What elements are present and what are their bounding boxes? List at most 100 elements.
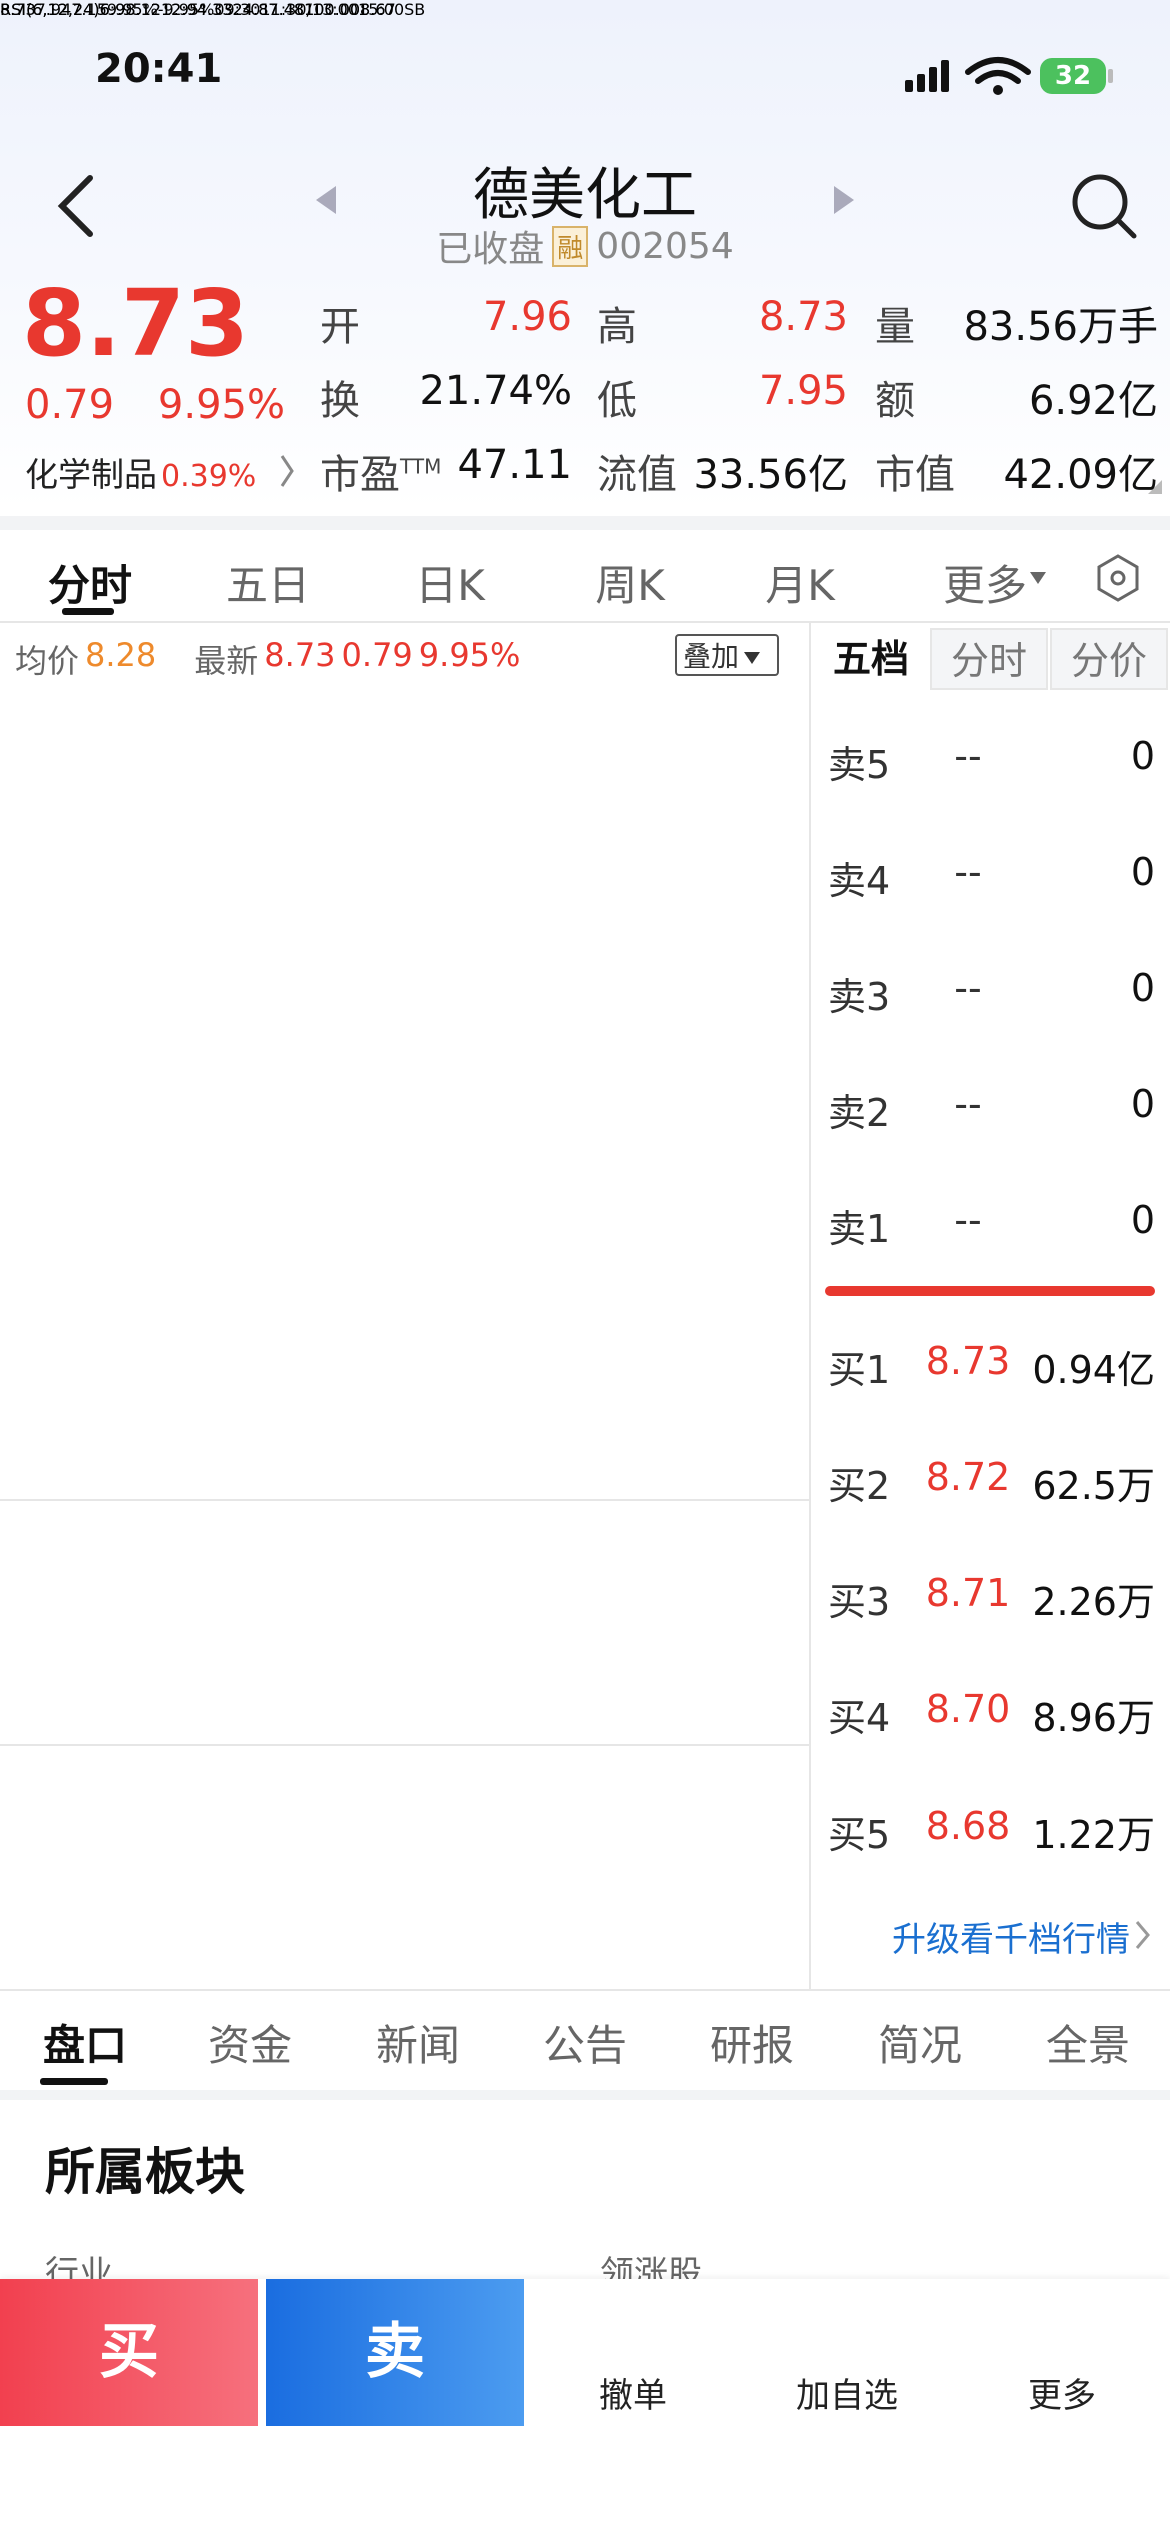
field-value: 47.11 xyxy=(457,442,572,488)
battery-level: 32 xyxy=(1054,61,1092,91)
settings-icon[interactable] xyxy=(1097,554,1139,602)
signal-icon xyxy=(905,60,949,92)
book-tab[interactable]: 五档 xyxy=(812,628,930,690)
info-tab[interactable]: 新闻 xyxy=(375,2021,460,2070)
action-item[interactable]: 加自选 xyxy=(796,2376,898,2416)
overlay-label: 叠加 xyxy=(683,640,740,673)
action-item[interactable]: 更多 xyxy=(1028,2376,1096,2416)
section-title: 所属板块 xyxy=(45,2143,245,2201)
field-label-text: 低 xyxy=(597,378,637,424)
y-tick-label: 100.00 xyxy=(304,0,361,19)
action-item[interactable]: 撤单 xyxy=(599,2376,667,2416)
field-value: 7.96 xyxy=(482,294,572,340)
pct-tick-label: -9.95% xyxy=(157,0,215,19)
y-tick-label: 8.67 xyxy=(360,0,396,19)
book-price: 8.71 xyxy=(925,1571,1011,1615)
divider xyxy=(0,2090,1170,2100)
book-level: 卖5 xyxy=(828,743,891,787)
field-label-text: 市盈 xyxy=(320,452,400,498)
x-tick-label: 09:30 xyxy=(214,0,261,19)
tab-underline xyxy=(62,608,114,615)
field-label-text: 市值 xyxy=(875,452,955,498)
book-price: -- xyxy=(954,966,982,1010)
book-level: 买1 xyxy=(828,1348,891,1392)
info-tab[interactable]: 公告 xyxy=(542,2021,627,2070)
market-status: 已收盘 xyxy=(436,229,545,270)
latest-pct: 9.95% xyxy=(418,636,521,674)
field-label: 高 xyxy=(597,294,637,352)
y-tick-label: 100.00 xyxy=(304,0,361,19)
info-tab[interactable]: 盘口 xyxy=(42,2021,127,2070)
indicator-params: (6,12,24) xyxy=(26,0,100,19)
divider xyxy=(0,516,1170,530)
info-tab[interactable]: 资金 xyxy=(207,2021,292,2070)
book-tab[interactable]: 分价 xyxy=(1050,628,1168,690)
status-time: 20:41 xyxy=(95,46,223,92)
indicator-name: RSI xyxy=(0,0,26,19)
x-tick-label: 11:30/13:00 xyxy=(260,0,359,19)
field-label-text: 高 xyxy=(597,304,637,350)
book-volume: 0.94亿 xyxy=(1032,1348,1155,1392)
next-stock[interactable] xyxy=(834,186,854,214)
book-tab[interactable]: 分时 xyxy=(930,628,1048,690)
chart-tab[interactable]: 分时 xyxy=(47,561,132,610)
field-label-sup: TTM xyxy=(400,454,442,479)
info-tab[interactable]: 简况 xyxy=(877,2021,962,2070)
search-handle xyxy=(1115,217,1137,239)
info-tab[interactable]: 研报 xyxy=(709,2021,794,2070)
field-label: 市值 xyxy=(875,442,955,500)
book-divider xyxy=(825,1286,1155,1296)
info-tab[interactable]: 全景 xyxy=(1045,2021,1130,2070)
chart-info: 均价 8.28 最新 8.73 0.79 9.95% xyxy=(15,636,520,682)
book-level: 卖3 xyxy=(828,975,891,1019)
sector-name: 化学制品 xyxy=(25,455,157,494)
field-label: 低 xyxy=(597,368,637,426)
last-price: 8.73 xyxy=(22,270,249,377)
sell-button[interactable]: 卖 xyxy=(266,2279,524,2426)
book-level: 买4 xyxy=(828,1696,891,1740)
chart-tab[interactable]: 周K xyxy=(595,561,665,610)
stock-name: 德美化工 xyxy=(473,163,697,228)
trade-label: B xyxy=(414,0,426,19)
field-label: 流值 xyxy=(597,442,677,500)
series-label: 12:94.33 xyxy=(160,0,233,19)
buy-button[interactable]: 买 xyxy=(0,2279,258,2426)
wifi-dot xyxy=(993,85,1003,95)
battery-tip xyxy=(1108,69,1113,83)
chart-tab[interactable]: 五日 xyxy=(225,561,310,610)
book-price: -- xyxy=(954,734,982,778)
book-volume: 2.26万 xyxy=(1032,1580,1155,1624)
field-value: 42.09亿 xyxy=(1003,452,1158,498)
book-level: 卖4 xyxy=(828,859,891,903)
field-value: 6.92亿 xyxy=(1028,378,1158,424)
latest-change: 0.79 xyxy=(341,636,413,674)
chart-tab[interactable]: 更多 xyxy=(942,561,1027,610)
search-icon[interactable] xyxy=(1072,174,1128,230)
battery xyxy=(1040,58,1106,94)
prev-stock[interactable] xyxy=(316,186,336,214)
stock-code: 002054 xyxy=(596,225,734,267)
back-button[interactable] xyxy=(57,175,93,237)
field-label-text: 换 xyxy=(320,378,360,424)
field-label-text: 流值 xyxy=(597,452,677,498)
field-label-text: 额 xyxy=(875,378,915,424)
latest-label: 最新 xyxy=(194,642,259,680)
sector-chevron xyxy=(280,455,294,487)
field-label-text: 开 xyxy=(320,304,360,350)
pct-tick-label: 9.95% xyxy=(106,0,158,19)
price-chart: 8.737.947.159.95%-9.95%09:3011:30/13:001… xyxy=(0,0,425,19)
avg-label: 均价 xyxy=(15,642,80,680)
price-change-pct: 9.95% xyxy=(157,382,285,428)
corner-mark xyxy=(1148,480,1162,494)
y-tick-label: 8.67 xyxy=(360,0,396,19)
book-price: 8.73 xyxy=(925,1339,1011,1383)
book-volume: 8.96万 xyxy=(1032,1696,1155,1740)
chart-tab[interactable]: 月K xyxy=(765,561,835,610)
upgrade-link[interactable]: 升级看千档行情 xyxy=(892,1920,1130,1960)
book-volume: 0 xyxy=(1130,966,1155,1010)
book-level: 卖1 xyxy=(828,1207,891,1251)
chart-tab[interactable]: 日K xyxy=(415,561,485,610)
rsi-chart: RSI(6,12,24)6:98.1212:94.3324:87.48100.0… xyxy=(0,0,396,19)
overlay-button[interactable]: 叠加 xyxy=(675,634,779,676)
